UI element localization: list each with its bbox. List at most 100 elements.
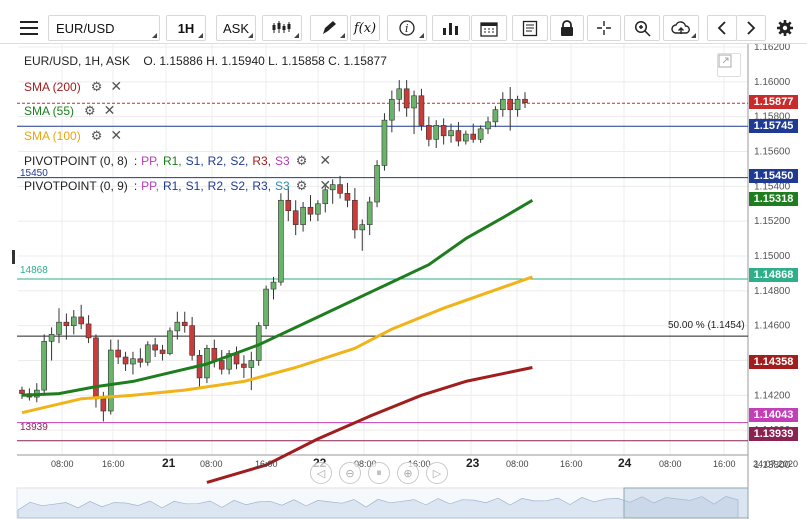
- candle-bearish: [522, 98, 528, 104]
- chart-area[interactable]: 1.16200 1.16000 1.15800 1.15600 1.15400 1.152…: [0, 44, 807, 519]
- candle-bearish: [152, 344, 158, 351]
- time-axis-label: 16:00: [102, 459, 125, 469]
- price-axis-label: 1.14200: [754, 390, 791, 401]
- price-axis-label: 1.15200: [754, 216, 791, 227]
- expand-icon: [718, 54, 732, 68]
- close-icon[interactable]: ✕: [103, 102, 116, 118]
- timeframe-label: 1H: [177, 20, 195, 36]
- sma100-line: [21, 275, 533, 415]
- chart-type-button[interactable]: [262, 15, 302, 41]
- close-icon[interactable]: ✕: [110, 78, 123, 94]
- crosshair-button[interactable]: [587, 15, 621, 41]
- svg-text:i: i: [405, 22, 409, 35]
- template-button[interactable]: [512, 15, 548, 41]
- scroll-right-button[interactable]: [736, 15, 766, 41]
- sma200-line: [206, 366, 533, 484]
- candle-bullish: [477, 128, 484, 140]
- candle-bearish: [285, 199, 292, 212]
- function-button[interactable]: f(x): [350, 15, 380, 41]
- candle-bearish: [337, 184, 343, 194]
- timeframe-selector[interactable]: 1H: [166, 15, 206, 41]
- zoom-in-icon[interactable]: ⊕: [397, 462, 419, 484]
- candle-bullish: [270, 281, 277, 290]
- sma200-tag: 1.14358: [749, 355, 798, 369]
- symbol-selector[interactable]: EUR/USD: [48, 15, 160, 41]
- gear-icon: [777, 20, 793, 36]
- candle-bullish: [329, 184, 336, 191]
- s2-label: S2,: [230, 178, 249, 193]
- ohlc-info: EUR/USD, 1H, ASK O. 1.15886 H. 1.15940 L…: [24, 54, 387, 68]
- level-label-14868: 14868: [20, 265, 48, 276]
- navigator-series: [17, 496, 739, 519]
- step-forward-icon[interactable]: ▷: [426, 462, 448, 484]
- gear-icon[interactable]: ⚙: [295, 177, 308, 193]
- candle-bearish: [63, 321, 70, 326]
- indicators-button[interactable]: [432, 15, 470, 41]
- s1-label: S1,: [185, 153, 204, 168]
- gear-icon[interactable]: ⚙: [90, 127, 103, 143]
- menu-icon[interactable]: [14, 15, 44, 41]
- step-back-icon[interactable]: ◁: [310, 462, 332, 484]
- bar-chart-icon: [443, 23, 458, 35]
- candle-bearish: [344, 193, 351, 201]
- separator: :: [133, 178, 138, 193]
- info-button[interactable]: i: [387, 15, 427, 41]
- candle-bullish: [48, 334, 55, 342]
- price-axis-label: 1.14800: [754, 286, 791, 297]
- candle-bullish: [389, 98, 395, 121]
- cloud-upload-icon: [671, 21, 690, 34]
- expand-button[interactable]: [717, 53, 741, 77]
- chevron-left-icon: [717, 21, 726, 35]
- candle-bearish: [211, 348, 218, 361]
- draw-tool-button[interactable]: [310, 15, 348, 41]
- candle-bearish: [403, 88, 410, 109]
- close-icon[interactable]: ✕: [319, 177, 332, 193]
- candle-bullish: [366, 201, 373, 225]
- calendar-button[interactable]: [471, 15, 507, 41]
- candle-bearish: [507, 98, 514, 110]
- zoom-button[interactable]: [624, 15, 660, 41]
- candle-bullish: [278, 199, 284, 283]
- candle-bearish: [418, 95, 425, 126]
- price-axis-label: 1.15600: [754, 147, 791, 158]
- price-type-selector[interactable]: ASK: [216, 15, 256, 41]
- candle-bearish: [455, 130, 462, 142]
- zoom-out-icon[interactable]: ⊖: [339, 462, 361, 484]
- r1-label: R1,: [162, 153, 182, 168]
- close-icon[interactable]: ✕: [110, 127, 123, 143]
- candle-bearish: [189, 325, 195, 356]
- settings-button[interactable]: [770, 15, 800, 41]
- s3-label: S3: [275, 153, 290, 168]
- ohlc-text: EUR/USD, 1H, ASK O. 1.15886 H. 1.15940 L…: [24, 54, 387, 68]
- navigator-handle: [623, 487, 749, 519]
- legend-pivot-9: PIVOTPOINT (0, 9) : PP, R1, S1, R2, S2, …: [24, 177, 335, 194]
- candle-bullish: [322, 189, 329, 205]
- candle-bearish: [292, 210, 299, 225]
- level-tag-13939: 1.13939: [749, 427, 798, 441]
- legend-sma55: SMA (55) ⚙ ✕: [24, 102, 115, 119]
- gear-icon[interactable]: ⚙: [90, 78, 103, 94]
- time-axis-label: 16:00: [408, 459, 431, 469]
- candle-bullish: [411, 95, 417, 109]
- upload-button[interactable]: [663, 15, 699, 41]
- price-chart[interactable]: 1.16200 1.16000 1.15800 1.15600 1.15400 1.152…: [0, 44, 807, 519]
- time-axis-label: 16:00: [713, 459, 736, 469]
- candle-bullish: [500, 98, 506, 110]
- candle-bullish: [226, 353, 232, 370]
- level-label-13939: 13939: [20, 422, 48, 433]
- pencil-icon: [323, 21, 336, 34]
- time-axis-label: 24.07.2020: [753, 459, 798, 469]
- toolbar: EUR/USD 1H ASK f(x) i: [0, 0, 807, 44]
- candle-bearish: [122, 356, 129, 365]
- level-tag-15745: 1.15745: [749, 119, 798, 133]
- gear-icon[interactable]: ⚙: [84, 102, 96, 118]
- price-axis-label: 1.13800: [754, 460, 791, 471]
- reset-icon[interactable]: ⏸: [368, 462, 390, 484]
- gear-icon[interactable]: ⚙: [295, 152, 308, 168]
- candle-bearish: [218, 360, 225, 370]
- close-icon[interactable]: ✕: [319, 152, 332, 168]
- lock-button[interactable]: [550, 15, 584, 41]
- candle-bearish: [352, 199, 358, 231]
- scroll-left-button[interactable]: [707, 15, 737, 41]
- time-axis-label: 24: [618, 456, 632, 470]
